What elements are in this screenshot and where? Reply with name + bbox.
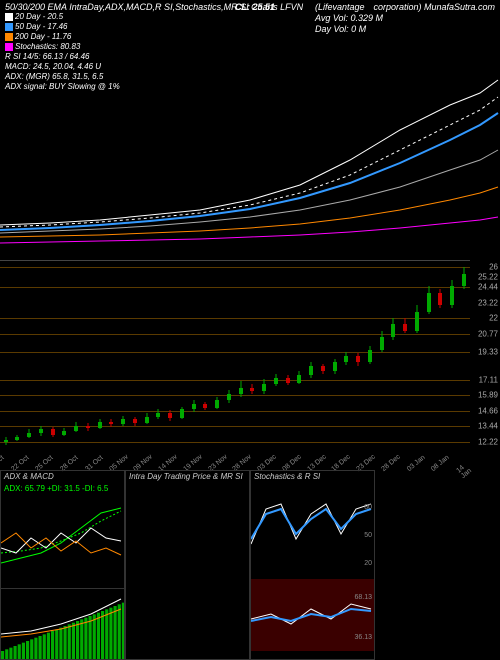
price-level-label: 14.66 xyxy=(478,406,498,415)
legend-item: MACD: 24.5, 20.04, 4.46 U xyxy=(5,62,120,72)
day-vol: Day Vol: 0 M xyxy=(315,24,366,35)
price-level-label: 26 xyxy=(489,263,498,272)
price-level-label: 19.33 xyxy=(478,347,498,356)
stoch-rsi-panel: Stochastics & R SI80502068.1336.13 xyxy=(250,470,375,660)
price-level-label: 17.11 xyxy=(479,375,498,384)
company-name: (Lifevantage xyxy=(315,2,365,13)
legend-item: Stochastics: 80.83 xyxy=(5,42,120,52)
date-axis: 19 Oct22 Oct25 Oct28 Oct31 Oct05 Nov09 N… xyxy=(0,452,470,470)
legend-swatch xyxy=(5,33,13,41)
legend-swatch xyxy=(5,23,13,31)
ma-chart xyxy=(0,75,500,250)
price-level-label: 22 xyxy=(489,314,498,323)
close-price: CL: 25.51 xyxy=(235,2,275,13)
candle-chart: 2624.442220.7719.3317.1115.8914.6613.441… xyxy=(0,260,470,451)
site-name: corporation) MunafaSutra.com xyxy=(373,2,495,13)
legend-swatch xyxy=(5,13,13,21)
legend-item: 20 Day - 20.5 xyxy=(5,12,120,22)
empty-panel xyxy=(375,470,500,660)
panel-title: Stochastics & R SI xyxy=(254,472,320,481)
panel-title: Intra Day Trading Price & MR SI xyxy=(129,472,243,481)
price-level-label: 20.77 xyxy=(478,329,498,338)
legend-swatch xyxy=(5,43,13,51)
legend-item: 50 Day - 17.46 xyxy=(5,22,120,32)
adx-macd-panel: ADX & MACD ADX: 65.79 +DI: 31.5 -DI: 6.5 xyxy=(0,470,125,660)
panel-title: ADX & MACD xyxy=(4,472,54,481)
adx-values: ADX: 65.79 +DI: 31.5 -DI: 6.5 xyxy=(4,484,108,493)
price-level-label: 13.44 xyxy=(478,422,498,431)
intraday-panel: Intra Day Trading Price & MR SI xyxy=(125,470,250,660)
price-level-label: 15.89 xyxy=(478,391,498,400)
bottom-panels: ADX & MACDADX: 65.79 +DI: 31.5 -DI: 6.5 … xyxy=(0,470,500,660)
price-level-label: 24.44 xyxy=(478,283,498,292)
legend-item: R SI 14/5: 66.13 / 64.46 xyxy=(5,52,120,62)
price-level-label: 12.22 xyxy=(478,437,498,446)
legend-item: 200 Day - 11.76 xyxy=(5,32,120,42)
avg-vol: Avg Vol: 0.329 M xyxy=(315,13,383,24)
